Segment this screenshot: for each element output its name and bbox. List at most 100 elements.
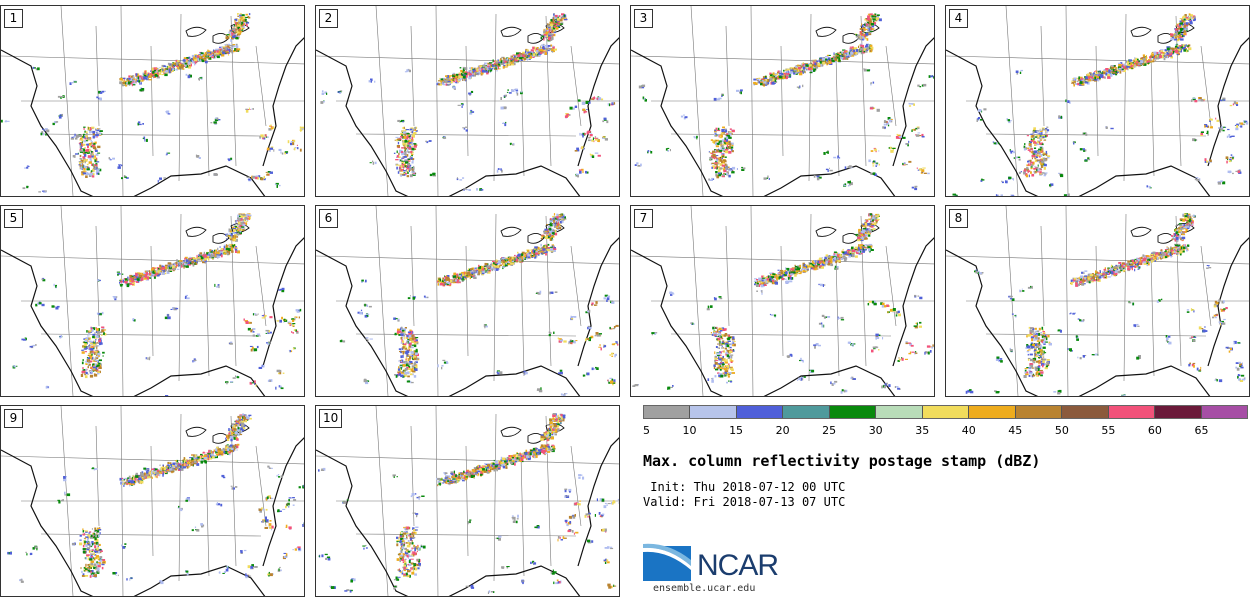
echo-cell [507,63,511,66]
echo-cell [550,29,552,31]
echo-cell [1071,82,1073,84]
echo-cell [905,164,908,166]
echo-cell [1240,122,1244,125]
echo-cell [486,67,489,70]
echo-cell [719,151,722,154]
echo-cell [1036,140,1039,144]
echo-cell [1113,65,1115,68]
echo-cell [557,26,561,28]
echo-cell [1178,50,1181,52]
echo-cell [1098,72,1101,75]
echo-cell [1224,126,1227,128]
echo-cell [402,168,404,171]
echo-cell [259,136,261,139]
echo-cell [1177,46,1180,50]
echo-cell [585,170,587,174]
echo-cell [84,151,88,154]
echo-cell [724,156,727,158]
echo-cell [1033,167,1037,170]
echo-cell [862,32,864,34]
echo-cell [803,68,806,72]
echo-cell [1102,70,1106,72]
echo-cell [713,141,716,144]
echo-cell [993,142,997,145]
echo-cell [511,89,515,92]
echo-cell [85,150,88,152]
echo-cell [401,147,404,149]
echo-cell [1096,70,1099,73]
echo-cell [1033,137,1035,140]
echo-cell [552,45,554,47]
echo-cell [789,73,791,77]
echo-cell [1025,169,1030,172]
echo-cell [1236,125,1239,128]
echo-cell [783,72,786,75]
echo-cell [176,67,180,70]
echo-cell [864,22,869,25]
echo-cell [721,129,725,132]
echo-cell [185,265,189,268]
echo-cell [828,54,831,56]
echo-cell [870,23,875,26]
echo-cell [194,262,198,265]
echo-cell [156,270,159,273]
echo-cell [1140,57,1143,60]
echo-cell [209,52,212,54]
echo-cell [1137,58,1139,61]
echo-cell [89,148,91,152]
echo-cell [502,122,504,124]
echo-cell [1125,67,1129,70]
echo-cell [405,165,407,168]
echo-cell [124,281,128,284]
echo-cell [882,126,886,128]
echo-cell [836,59,838,62]
echo-cell [81,171,85,173]
echo-cell [181,68,185,70]
echo-cell [372,161,375,165]
echo-cell [843,52,845,56]
echo-cell [640,163,642,167]
echo-cell [270,127,274,130]
echo-cell [538,52,542,55]
echo-cell [526,49,530,53]
echo-cell [225,44,229,47]
echo-cell [210,51,213,53]
echo-cell [172,265,175,269]
echo-cell [576,173,579,176]
echo-cell [145,279,149,281]
echo-cell [158,70,160,72]
echo-cell [771,76,773,79]
echo-cell [130,75,132,77]
echo-cell [460,78,463,80]
echo-cell [204,254,207,258]
echo-cell [91,155,94,158]
echo-cell [726,144,729,148]
echo-cell [461,73,464,77]
echo-cell [1184,44,1186,48]
echo-cell [1159,53,1162,55]
echo-cell [868,159,871,163]
echo-cell [865,43,869,46]
echo-cell [488,68,492,70]
echo-cell [236,27,238,30]
echo-cell [500,60,503,64]
echo-cell [197,258,201,261]
echo-cell [478,68,480,70]
echo-cell [864,23,866,26]
echo-cell [1038,167,1042,170]
echo-cell [716,175,720,179]
echo-cell [85,140,89,142]
echo-cell [122,84,124,87]
echo-cell [556,21,559,25]
echo-cell [204,59,207,62]
echo-cell [1094,76,1097,80]
echo-cell [587,101,590,103]
echo-cell [719,159,723,162]
echo-cell [864,37,868,40]
echo-cell [172,267,177,271]
echo-cell [543,28,545,31]
echo-cell [194,58,198,62]
echo-cell [35,68,38,71]
echo-cell [134,81,137,83]
echo-cell [131,75,133,78]
